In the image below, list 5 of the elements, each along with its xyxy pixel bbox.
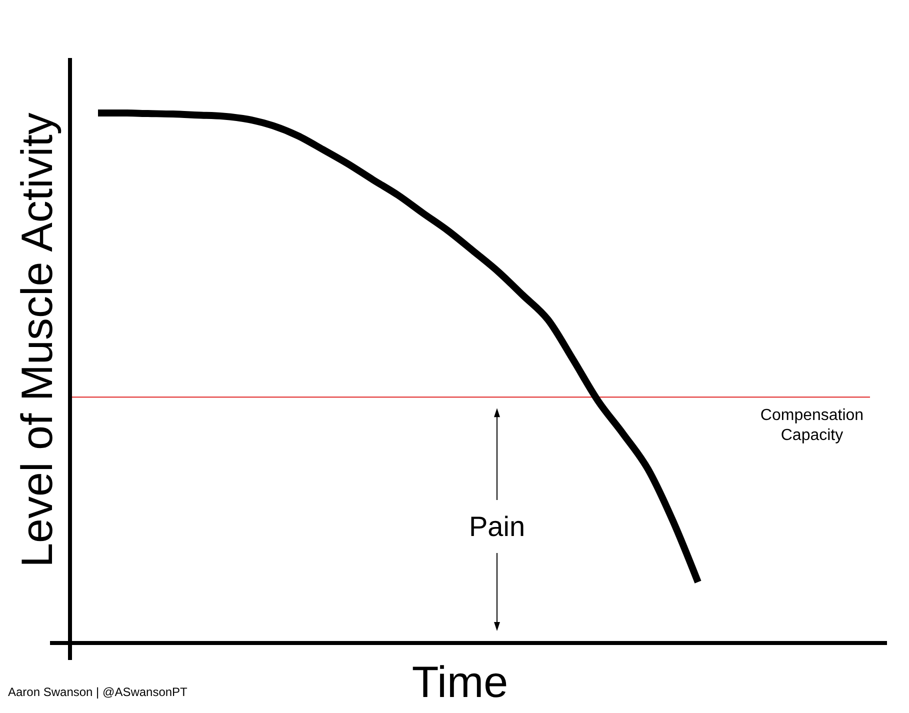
x-axis-title: Time xyxy=(412,658,508,707)
annotation: Pain xyxy=(468,511,526,542)
y-axis-title: Level of Muscle Activity xyxy=(13,112,62,568)
ref-line-label: Compensation Capacity xyxy=(760,407,864,444)
text: Aaron Swanson | @ASwansonPT xyxy=(8,685,188,699)
